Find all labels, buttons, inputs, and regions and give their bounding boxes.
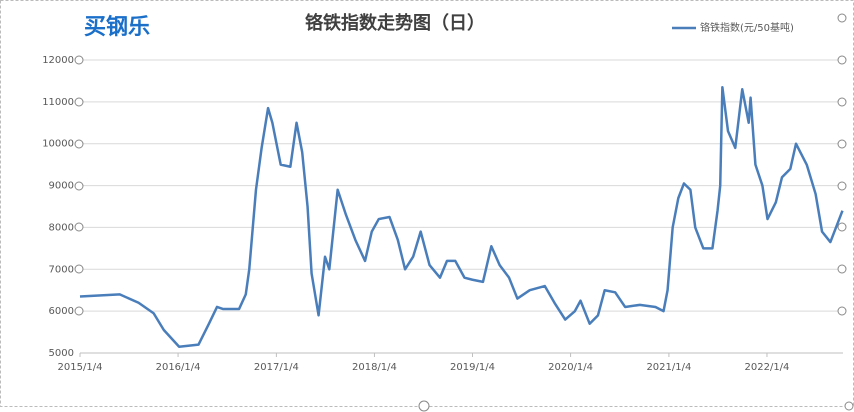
x-tick-label: 2019/1/4	[450, 362, 495, 373]
y-tick-label: 10000	[42, 139, 74, 150]
data-line	[79, 85, 844, 348]
x-tick-label: 2017/1/4	[254, 362, 299, 373]
x-tick-label: 2022/1/4	[745, 362, 790, 373]
x-tick-label: 2021/1/4	[646, 362, 691, 373]
x-tick-label: 2018/1/4	[352, 362, 397, 373]
y-tick-label: 5000	[49, 348, 74, 359]
y-tick-label: 7000	[49, 264, 74, 275]
y-tick-label: 9000	[49, 181, 74, 192]
legend-label: 铬铁指数(元/50基吨)	[700, 21, 794, 34]
x-tick-label: 2020/1/4	[548, 362, 593, 373]
logo: 买钢乐	[84, 14, 150, 40]
y-tick-label: 12000	[42, 55, 74, 66]
plot: 5000 6000 7000 8000 9000 10000 11000 12000 2015/…	[42, 21, 844, 373]
selection-handles	[74, 13, 854, 412]
chart-title: 铬铁指数走势图（日）	[305, 12, 485, 34]
y-tick-label: 6000	[49, 306, 74, 317]
x-tick-label: 2016/1/4	[156, 362, 201, 373]
y-tick-label: 8000	[49, 222, 74, 233]
y-tick-label: 11000	[42, 97, 74, 108]
x-tick-label: 2015/1/4	[58, 362, 103, 373]
